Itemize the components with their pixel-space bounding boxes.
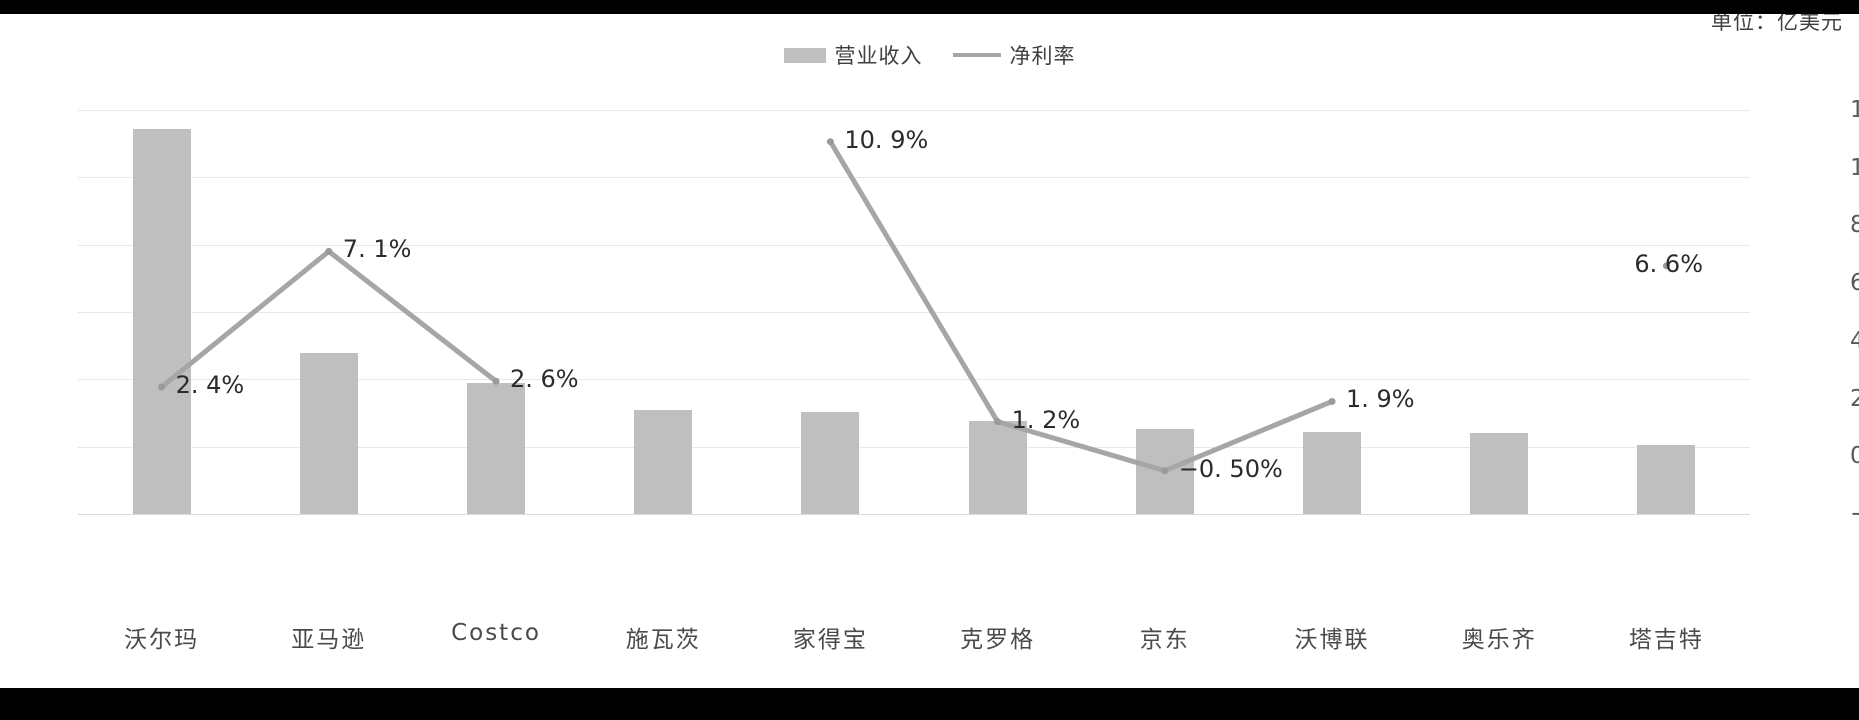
data-label-4: 10. 9%: [844, 125, 929, 154]
line-point-7: [1328, 397, 1336, 405]
bar-7: [1303, 432, 1361, 514]
x-tick-0: 沃尔玛: [124, 627, 200, 653]
x-tick-5: 克罗格: [960, 627, 1036, 653]
gridline: [78, 177, 1750, 179]
y-tick-right: 4%: [1850, 327, 1859, 354]
gridline: [78, 110, 1750, 111]
data-label-5: 1. 2%: [1011, 405, 1081, 434]
gridline: [78, 312, 1750, 313]
unit-caption: 单位：亿美元: [1711, 14, 1843, 34]
bar-5: [968, 421, 1027, 514]
data-label-0: 2. 4%: [175, 371, 245, 400]
data-label-9: 6. 6%: [1634, 249, 1703, 278]
bar-1: [299, 353, 358, 514]
x-tick-1: 亚马逊: [291, 627, 367, 653]
letterbox-top: [0, 0, 1859, 14]
letterbox-bottom: [0, 688, 1859, 720]
x-tick-6: 京东: [1139, 627, 1190, 653]
gridline: [78, 514, 1750, 515]
bar-0: [132, 128, 191, 514]
y-tick-right: 2%: [1850, 385, 1859, 412]
x-tick-9: 塔吉特: [1628, 627, 1704, 653]
bar-swatch-icon: [783, 47, 826, 63]
x-tick-4: 家得宝: [792, 627, 868, 653]
legend-item-net-margin[interactable]: 净利率: [952, 40, 1076, 70]
y-tick-right: −2%: [1850, 501, 1859, 527]
y-tick-right: 0%: [1850, 443, 1859, 470]
chart-legend: 营业收入 净利率: [0, 40, 1859, 70]
x-tick-3: 施瓦茨: [625, 627, 701, 653]
y-tick-right: 6%: [1850, 270, 1859, 297]
y-tick-right: 10%: [1850, 154, 1859, 181]
line-point-4: [826, 138, 834, 146]
legend-label-revenue: 营业收入: [834, 44, 923, 68]
gridline: [78, 244, 1750, 246]
bar-9: [1637, 444, 1696, 514]
chart-canvas: 单位：亿美元 营业收入 净利率 010002000300040005000600…: [0, 14, 1859, 688]
y-tick-right: 12%: [1850, 97, 1859, 123]
data-label-2: 2. 6%: [510, 365, 579, 394]
data-label-6: −0. 50%: [1178, 454, 1283, 483]
y-tick-right: 8%: [1850, 212, 1859, 239]
bar-3: [634, 410, 693, 514]
line-swatch-icon: [952, 53, 1001, 57]
x-tick-2: Costco: [451, 620, 541, 646]
x-tick-7: 沃博联: [1294, 627, 1370, 653]
plot-area: 0100020003000400050006000 −2%0%2%4%6%8%1…: [78, 97, 1859, 653]
data-label-7: 1. 9%: [1346, 385, 1415, 414]
bar-4: [801, 412, 860, 514]
line-point-1: [325, 247, 333, 255]
x-tick-8: 奥乐齐: [1461, 627, 1537, 653]
data-label-1: 7. 1%: [342, 235, 412, 264]
bar-8: [1470, 432, 1529, 514]
bar-2: [467, 382, 525, 514]
legend-label-net-margin: 净利率: [1009, 44, 1076, 68]
legend-item-revenue[interactable]: 营业收入: [783, 40, 923, 70]
